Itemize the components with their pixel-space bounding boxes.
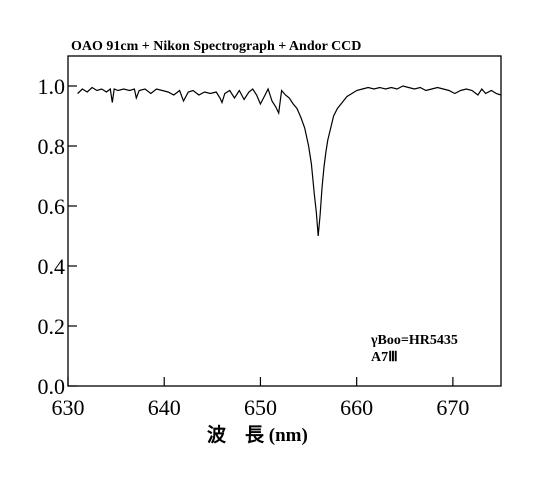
annotation-star-name: γBoo=HR5435 bbox=[370, 333, 458, 348]
x-tick-label: 630 bbox=[52, 395, 85, 420]
annotation-spectral-type: A7Ⅲ bbox=[371, 350, 398, 365]
x-tick-label: 640 bbox=[148, 395, 181, 420]
y-tick-label: 0.2 bbox=[38, 314, 66, 339]
x-tick-label: 670 bbox=[436, 395, 469, 420]
spectrum-line bbox=[77, 85, 502, 237]
x-tick-label: 650 bbox=[244, 395, 277, 420]
x-axis-label: 波 長 (nm) bbox=[207, 423, 308, 446]
plot-frame bbox=[67, 55, 502, 387]
x-axis: 630 640 650 660 670 bbox=[52, 377, 469, 420]
y-axis: 0.0 0.2 0.4 0.6 0.8 1.0 bbox=[38, 74, 77, 399]
y-tick-label: 0.4 bbox=[38, 254, 66, 279]
chart-title: OAO 91cm + Nikon Spectrograph + Andor CC… bbox=[71, 39, 361, 54]
y-tick-label: 0.0 bbox=[38, 374, 66, 399]
y-tick-label: 0.6 bbox=[38, 194, 66, 219]
y-tick-label: 0.8 bbox=[38, 134, 66, 159]
x-tick-label: 660 bbox=[340, 395, 373, 420]
y-tick-label: 1.0 bbox=[38, 74, 66, 99]
